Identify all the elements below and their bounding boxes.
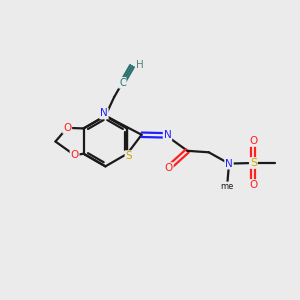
Text: H: H [136, 60, 144, 70]
Text: N: N [164, 130, 171, 140]
Text: N: N [100, 108, 108, 118]
Text: O: O [249, 136, 257, 146]
Text: S: S [125, 151, 132, 161]
Text: O: O [164, 163, 173, 173]
Text: O: O [70, 150, 79, 160]
Text: C: C [119, 78, 126, 88]
Text: O: O [249, 180, 257, 190]
Text: O: O [63, 123, 71, 133]
Text: N: N [225, 159, 233, 169]
Text: S: S [250, 158, 257, 168]
Text: me: me [220, 182, 234, 191]
